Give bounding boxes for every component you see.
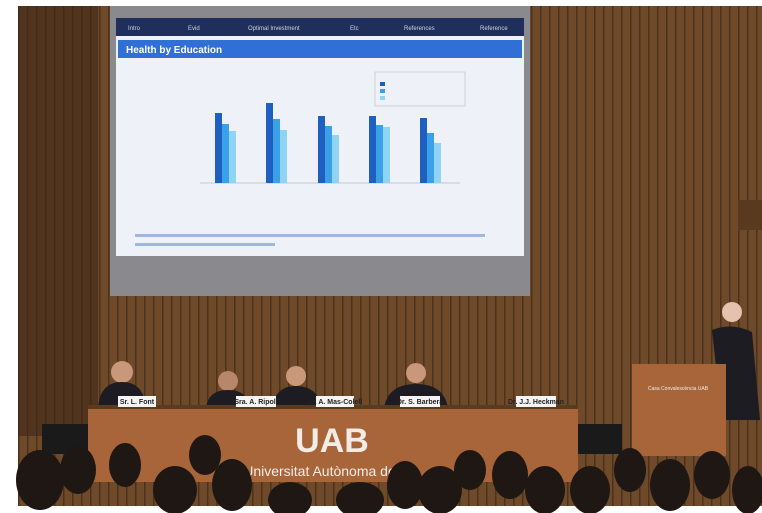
banner-logo: UAB bbox=[295, 422, 369, 460]
wall-ledge bbox=[738, 200, 762, 230]
page: {"slide": {"nav": ["Intro", "Evid", "Opt… bbox=[0, 0, 762, 513]
nameplate-text: Sra. A. Ripoll bbox=[234, 399, 277, 406]
side-table bbox=[578, 424, 622, 454]
nav-item: Intro bbox=[128, 26, 141, 32]
wall-shadow bbox=[18, 6, 98, 436]
photo: Intro Evid Optimal Investment Etc Refere… bbox=[0, 0, 762, 513]
podium-label: Casa Convalescència UAB bbox=[648, 386, 709, 392]
nav-item: Optimal Investment bbox=[248, 26, 300, 32]
nav-item: Etc bbox=[350, 26, 359, 32]
nameplate-text: Dr. S. Barberà bbox=[397, 399, 443, 406]
nameplate-text: Sr. L. Font bbox=[120, 399, 155, 406]
slide-title: Health by Education bbox=[126, 45, 222, 56]
nameplate-text: Sr. A. Mas-Colell bbox=[308, 399, 363, 406]
nav-item: Reference bbox=[480, 26, 508, 32]
nameplate-text: Dr. J.J. Heckman bbox=[508, 399, 564, 406]
slide-nav-bar bbox=[116, 18, 524, 36]
nav-item: References bbox=[404, 26, 435, 32]
nav-item: Evid bbox=[188, 26, 200, 32]
podium bbox=[632, 364, 726, 456]
